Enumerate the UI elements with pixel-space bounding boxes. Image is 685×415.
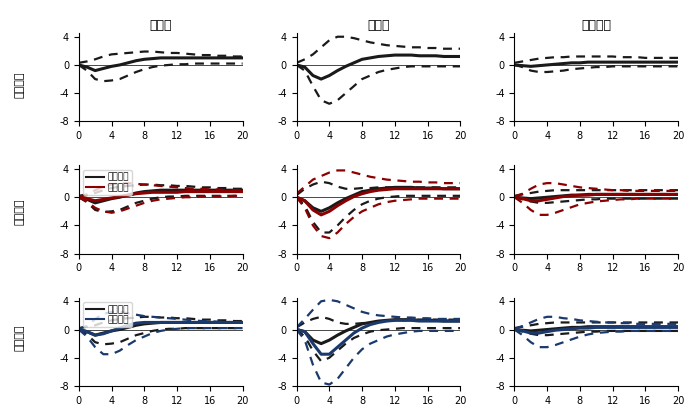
Legend: 通商政策, 金融政策: 通商政策, 金融政策 <box>84 302 132 327</box>
Legend: 通商政策, 財政政策: 通商政策, 財政政策 <box>84 170 132 195</box>
Text: 金融政策: 金融政策 <box>14 325 24 352</box>
Title: 製造業: 製造業 <box>367 19 390 32</box>
Text: 財政政策: 財政政策 <box>14 198 24 225</box>
Text: 通商政策: 通商政策 <box>14 72 24 98</box>
Title: 全産業: 全産業 <box>149 19 172 32</box>
Title: 非製造業: 非製造業 <box>582 19 611 32</box>
